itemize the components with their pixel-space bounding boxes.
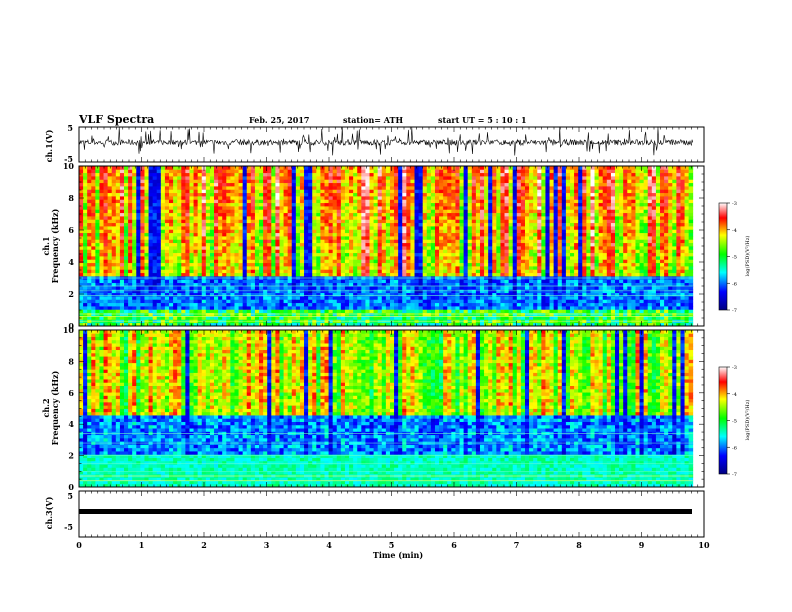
x-axis-label: Time (min) <box>373 550 423 560</box>
y-tick-label: 8 <box>68 193 74 203</box>
x-tick-label: 1 <box>139 540 145 550</box>
y-tick-label: 2 <box>68 451 74 461</box>
colorbar-tick-label: -5 <box>732 255 737 261</box>
ch1-frequency-label: Frequency (kHz) <box>50 208 60 283</box>
ch1-waveform-frame <box>78 126 705 163</box>
y-tick-label: 4 <box>68 257 74 267</box>
ch2-colorbar: -3 -4 -5 -6 -7 log(PSD)(V²/Hz) <box>718 365 751 478</box>
x-tick-label: 9 <box>639 540 645 550</box>
y-tick-label: 10 <box>63 325 75 335</box>
ch3-waveform-ylabel: ch.3(V) <box>44 496 54 529</box>
colorbar-tick-label: -7 <box>732 308 737 314</box>
station-label: station= ATH <box>343 115 404 125</box>
colorbar-tick-label: -3 <box>732 365 737 371</box>
colorbar-tick-label: -4 <box>732 228 737 234</box>
ch3-ytick-bottom: -5 <box>64 522 73 532</box>
ch2-colorbar-label: log(PSD)(V²/Hz) <box>744 400 751 441</box>
ch3-waveform-panel: 5 -5 ch.3(V) <box>44 490 705 538</box>
ch2-colorbar-ticks: -3 -4 -5 -6 -7 <box>727 365 737 478</box>
start-time-label: start UT = 5 : 10 : 1 <box>438 115 527 125</box>
ch2-channel-label: ch.2 <box>41 398 51 417</box>
date-label: Feb. 25, 2017 <box>249 115 310 125</box>
ch1-spectrogram-ticks: 0 2 4 6 8 10 <box>63 161 705 331</box>
x-tick-label: 7 <box>514 540 520 550</box>
x-tick-label: 6 <box>451 540 457 550</box>
ch1-colorbar-ticks: -3 -4 -5 -6 -7 <box>727 201 737 314</box>
ch2-spectrogram-panel: 0 2 4 6 8 10 ch.2 Frequency (kHz) <box>41 325 705 492</box>
ch3-waveform-line <box>79 509 692 514</box>
y-tick-label: 6 <box>68 225 74 235</box>
colorbar-tick-label: -4 <box>732 392 737 398</box>
plot-title: VLF Spectra <box>79 113 155 126</box>
x-tick-label: 4 <box>326 540 332 550</box>
ch1-ytick-top: 5 <box>67 123 73 133</box>
ch1-ytick-bottom: -5 <box>64 154 73 164</box>
colorbar-tick-label: -7 <box>732 472 737 478</box>
colorbar-tick-label: -6 <box>732 445 737 451</box>
x-tick-label: 10 <box>698 540 710 550</box>
ch1-waveform-ylabel: ch.1(V) <box>44 129 54 162</box>
ch1-spectrogram-panel: 0 2 4 6 8 10 ch.1 Frequency (kHz) <box>41 161 705 331</box>
x-axis-tick-labels: 0 1 2 3 4 5 6 7 8 9 10 <box>76 540 710 550</box>
ch2-colorbar-gradient <box>718 366 728 475</box>
ch2-frequency-label: Frequency (kHz) <box>50 370 60 445</box>
x-tick-label: 3 <box>264 540 270 550</box>
ch1-spectrogram-image <box>79 166 704 327</box>
colorbar-tick-label: -5 <box>732 419 737 425</box>
ch3-ytick-top: 5 <box>67 491 73 501</box>
ch1-colorbar-gradient <box>718 202 728 311</box>
ch2-spectrogram-image <box>79 330 704 488</box>
y-tick-label: 10 <box>63 161 75 171</box>
y-tick-label: 4 <box>68 419 74 429</box>
ch1-channel-label: ch.1 <box>41 236 51 255</box>
x-tick-label: 0 <box>76 540 82 550</box>
y-tick-label: 0 <box>68 482 74 492</box>
y-tick-label: 2 <box>68 289 74 299</box>
y-tick-label: 8 <box>68 356 74 366</box>
colorbar-tick-label: -6 <box>732 281 737 287</box>
ch1-waveform-line <box>78 127 694 156</box>
ch3-waveform-xticks <box>78 491 705 537</box>
y-tick-label: 6 <box>68 388 74 398</box>
ch1-colorbar-label: log(PSD)(V²/Hz) <box>744 236 751 277</box>
ch2-spectrogram-ticks: 0 2 4 6 8 10 <box>63 325 705 492</box>
x-tick-label: 5 <box>389 540 395 550</box>
x-tick-label: 2 <box>201 540 207 550</box>
colorbar-tick-label: -3 <box>732 201 737 207</box>
y-tick-label: 0 <box>68 321 74 331</box>
x-tick-label: 8 <box>576 540 582 550</box>
ch1-waveform-panel: 5 -5 ch.1(V) <box>44 123 705 164</box>
ch1-waveform-xticks <box>78 127 705 162</box>
ch1-colorbar: -3 -4 -5 -6 -7 log(PSD)(V²/Hz) <box>718 201 751 314</box>
